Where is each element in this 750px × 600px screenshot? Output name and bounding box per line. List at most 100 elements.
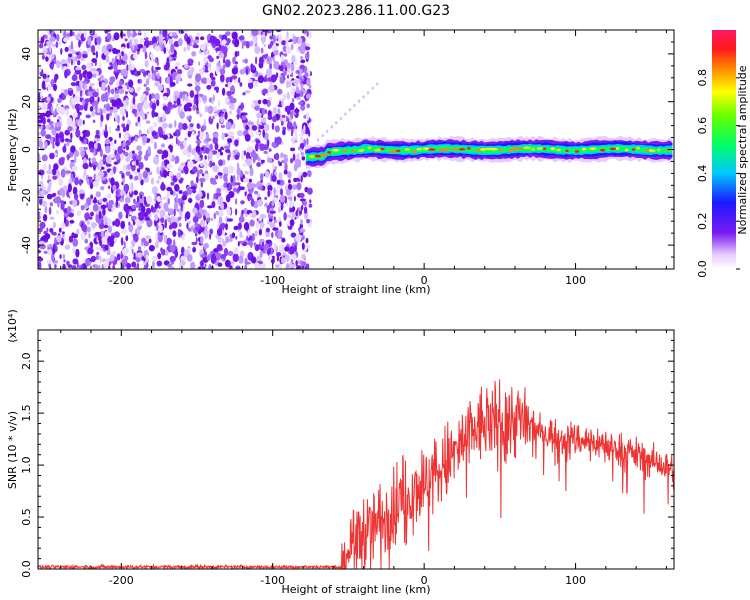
- noise-cell: [299, 76, 303, 85]
- noise-cell: [184, 137, 188, 141]
- noise-cell: [89, 216, 93, 220]
- noise-cell: [132, 54, 137, 59]
- colorbar-ticks: 0.0 0.2 0.4 0.6 0.8: [696, 69, 740, 278]
- noise-cell: [64, 244, 71, 250]
- noise-cell: [175, 66, 178, 70]
- signal-hotspot: [480, 148, 487, 151]
- noise-cell: [162, 169, 168, 178]
- noise-cell: [146, 195, 152, 205]
- noise-cell: [283, 156, 288, 164]
- noise-cell: [57, 115, 62, 121]
- noise-cell: [196, 87, 199, 96]
- noise-cell: [38, 66, 42, 74]
- noise-cell: [169, 135, 174, 139]
- spectrogram-y-axis-label: Frequency (Hz): [6, 109, 19, 192]
- noise-cell: [252, 80, 259, 88]
- noise-cell: [299, 45, 306, 55]
- noise-cell: [101, 264, 104, 269]
- noise-cell: [273, 187, 276, 196]
- noise-cell: [142, 45, 147, 53]
- noise-cell: [277, 201, 282, 208]
- noise-cell: [121, 173, 125, 179]
- noise-cell: [66, 206, 72, 214]
- noise-cell: [250, 198, 255, 207]
- noise-cell: [284, 162, 288, 172]
- noise-cell: [290, 232, 297, 238]
- noise-cell: [148, 245, 155, 252]
- noise-cell: [63, 30, 67, 39]
- noise-cell: [78, 189, 85, 194]
- noise-cell: [222, 166, 229, 175]
- noise-cell: [200, 260, 204, 267]
- noise-cell: [235, 182, 241, 186]
- noise-cell: [227, 250, 234, 257]
- noise-cell: [161, 122, 169, 129]
- noise-cell: [257, 99, 262, 105]
- noise-cell: [45, 134, 52, 140]
- noise-cell: [321, 134, 324, 138]
- noise-cell: [139, 194, 143, 199]
- noise-cell: [78, 39, 81, 48]
- noise-cell: [160, 217, 165, 224]
- noise-cell: [229, 265, 233, 269]
- signal-hotspot: [332, 148, 340, 152]
- noise-cell: [98, 198, 103, 203]
- noise-cell: [39, 71, 43, 76]
- noise-cell: [96, 251, 100, 256]
- noise-cell: [182, 94, 185, 102]
- noise-cell: [38, 261, 42, 269]
- noise-cell: [254, 190, 259, 195]
- noise-cell: [151, 102, 157, 111]
- noise-cell: [239, 231, 243, 238]
- noise-cell: [276, 187, 279, 196]
- noise-cell: [96, 134, 100, 139]
- noise-cell: [208, 264, 212, 269]
- noise-cell: [125, 91, 128, 95]
- noise-cell: [195, 213, 201, 217]
- noise-cell: [84, 238, 89, 244]
- noise-cell: [106, 113, 110, 121]
- noise-cell: [115, 190, 119, 195]
- noise-cell: [106, 258, 110, 266]
- noise-cell: [326, 129, 329, 133]
- signal-hotspot: [600, 148, 606, 152]
- noise-cell: [121, 46, 125, 51]
- noise-cell: [192, 166, 198, 174]
- noise-cell: [137, 70, 141, 76]
- noise-cell: [109, 253, 115, 262]
- noise-cell: [107, 185, 111, 189]
- noise-cell: [143, 39, 150, 48]
- noise-cell: [209, 228, 214, 235]
- noise-cell: [61, 231, 65, 235]
- noise-cell: [126, 84, 130, 90]
- signal-hotspot: [467, 147, 471, 150]
- noise-cell: [157, 252, 162, 260]
- noise-cell: [240, 102, 244, 111]
- noise-cell: [76, 228, 80, 235]
- noise-cell: [287, 171, 292, 179]
- noise-cell: [291, 98, 295, 103]
- noise-cell: [71, 165, 78, 171]
- noise-cell: [206, 77, 212, 84]
- noise-cell: [119, 152, 124, 161]
- noise-cell: [335, 121, 338, 125]
- noise-cell: [194, 152, 199, 162]
- noise-cell: [132, 43, 135, 51]
- noise-cell: [227, 138, 233, 144]
- noise-cell: [248, 196, 253, 200]
- noise-cell: [81, 224, 88, 232]
- noise-cell: [42, 214, 48, 222]
- noise-cell: [125, 156, 131, 163]
- noise-cell: [220, 124, 225, 129]
- noise-cell: [75, 248, 80, 258]
- noise-cell: [104, 221, 108, 226]
- noise-cell: [181, 194, 188, 201]
- noise-cell: [280, 188, 283, 196]
- noise-cell: [306, 137, 309, 146]
- snr-scale-note: (x10⁴): [6, 309, 19, 343]
- noise-cell: [94, 264, 101, 269]
- noise-cell: [79, 178, 82, 186]
- x-tick-label: 0: [421, 274, 428, 287]
- noise-cell: [231, 75, 238, 80]
- noise-cell: [104, 138, 111, 145]
